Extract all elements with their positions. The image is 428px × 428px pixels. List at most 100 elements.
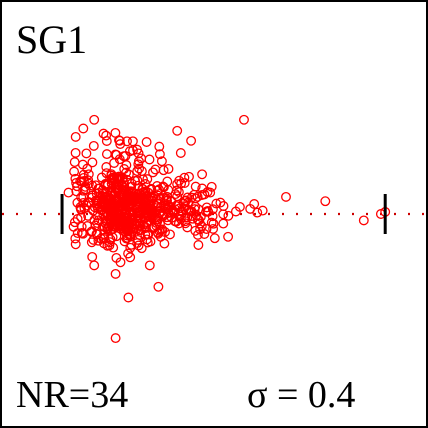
data-point — [147, 208, 158, 219]
data-point — [148, 167, 158, 178]
data-point — [115, 139, 126, 150]
data-point — [133, 156, 144, 167]
data-point — [206, 217, 217, 228]
data-point — [211, 198, 222, 209]
data-point — [122, 136, 132, 147]
data-point — [161, 196, 172, 206]
data-point — [114, 135, 125, 146]
data-point — [320, 196, 331, 207]
data-point — [195, 211, 206, 222]
data-point — [205, 187, 216, 198]
data-point — [239, 114, 249, 125]
data-point — [218, 218, 229, 229]
data-point — [109, 206, 120, 217]
data-point — [125, 252, 136, 263]
data-point — [153, 190, 164, 201]
data-point — [190, 193, 201, 204]
data-point — [120, 224, 131, 235]
data-point — [70, 147, 81, 158]
data-point — [207, 204, 218, 215]
data-point — [114, 209, 125, 220]
data-point — [111, 220, 122, 231]
data-point — [116, 201, 127, 212]
data-point — [153, 281, 164, 292]
data-point — [158, 182, 169, 193]
data-point — [101, 149, 112, 160]
data-point — [215, 197, 226, 208]
data-point — [209, 233, 220, 244]
data-point — [223, 231, 234, 242]
data-point — [108, 172, 119, 183]
data-point — [105, 234, 116, 245]
data-point — [125, 242, 136, 253]
data-point — [162, 176, 173, 187]
data-point — [197, 183, 208, 194]
data-point — [180, 201, 191, 212]
data-point — [89, 114, 100, 125]
data-point — [110, 200, 121, 211]
data-point — [93, 235, 104, 246]
data-point — [69, 166, 80, 177]
data-point — [76, 227, 87, 238]
data-point — [118, 151, 129, 162]
data-point — [153, 184, 164, 195]
data-point — [136, 166, 147, 177]
data-point — [83, 175, 94, 186]
data-point — [160, 200, 171, 211]
data-point — [102, 214, 113, 225]
data-point — [249, 199, 260, 209]
data-point — [90, 195, 101, 206]
data-point — [123, 169, 134, 180]
data-point — [192, 229, 203, 240]
data-point — [145, 236, 156, 247]
data-point — [165, 229, 175, 240]
data-point — [69, 217, 80, 228]
data-point — [175, 148, 186, 158]
data-point — [69, 157, 80, 168]
data-point — [83, 210, 94, 221]
data-point — [208, 218, 219, 229]
data-point — [172, 125, 183, 136]
data-point — [137, 183, 148, 194]
data-point — [78, 123, 89, 134]
data-point — [218, 209, 229, 220]
data-point — [104, 240, 115, 251]
data-point — [173, 187, 184, 197]
data-point — [75, 202, 86, 213]
data-point — [68, 221, 79, 232]
data-point — [70, 233, 81, 244]
data-point — [127, 206, 137, 217]
data-point — [70, 239, 81, 250]
data-point — [92, 229, 103, 240]
data-point — [110, 268, 121, 279]
data-point — [101, 162, 112, 172]
data-point — [192, 191, 203, 202]
data-point — [358, 215, 369, 226]
data-point — [87, 157, 98, 168]
data-point — [89, 202, 100, 213]
data-point — [102, 195, 112, 206]
data-point — [135, 220, 145, 231]
data-point — [96, 172, 107, 183]
data-point — [108, 199, 119, 210]
data-point — [101, 130, 112, 141]
data-point — [206, 181, 217, 192]
data-point — [147, 223, 158, 233]
sigma-annotation: σ = 0.4 — [247, 374, 356, 416]
data-point — [72, 181, 82, 192]
data-point — [197, 169, 208, 180]
nr-annotation: NR=34 — [16, 374, 129, 416]
data-point — [184, 171, 194, 182]
data-point — [110, 333, 121, 344]
data-point — [192, 214, 203, 225]
data-point — [97, 221, 108, 232]
data-point — [112, 184, 123, 195]
data-point — [87, 251, 98, 262]
plot-title: SG1 — [16, 17, 88, 62]
data-point — [82, 163, 93, 174]
data-point — [195, 224, 206, 235]
data-point — [181, 195, 191, 206]
data-point — [158, 165, 169, 176]
data-point — [104, 221, 115, 232]
